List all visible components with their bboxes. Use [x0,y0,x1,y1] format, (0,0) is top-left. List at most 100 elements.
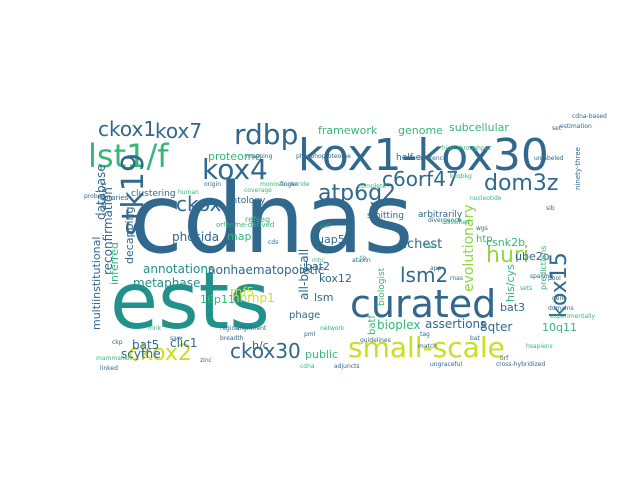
word-114: sib [546,205,555,212]
word-65: refseq [245,215,270,224]
word-111: zinc [200,357,212,364]
word-42: clic1 [170,336,198,350]
word-72: phosphoproteome [296,153,351,160]
word-103: bait [424,243,436,250]
word-26: reconfirmation [101,187,115,275]
word-27: multiinstitutional [90,237,103,330]
word-32: framework [318,124,378,137]
word-11: dom3z [484,171,558,196]
word-20: evolutionary [461,204,477,292]
word-76: cdna-based [572,113,607,120]
word-88: reference [418,155,447,162]
word-17: lsm2 [400,263,448,287]
word-95: probe [84,193,102,200]
word-59: biologist [377,267,387,306]
word-101: estimation [560,123,592,130]
word-71: libraries [100,194,129,202]
word-121: cell [320,223,331,230]
word-47: bat2 [305,260,330,273]
word-102: saw [170,335,182,342]
word-80: match [418,343,437,350]
word-39: rnf5 [230,285,254,299]
word-49: kox12 [319,272,352,285]
word-100: mapping [246,153,273,160]
word-68: predictions [539,246,548,290]
word-64: arbitrarily [418,210,463,220]
word-108: human [178,189,199,196]
word-13: kox7 [155,119,202,143]
word-106: linked [100,365,118,372]
word-18: ckox30 [230,339,301,363]
word-54: inferred [108,242,121,285]
word-109: set [552,125,562,132]
word-48: uap56 [317,233,352,246]
word-58: bat3 [500,301,525,314]
word-96: tag [420,331,430,338]
word-9: atp6g2 [318,181,396,206]
word-45: public [305,348,338,361]
word-120: finger [280,181,298,188]
word-16: huri [486,243,529,268]
word-77: spacing [530,273,553,280]
word-57: h/c [252,339,269,352]
word-7: rdbp [234,118,298,151]
word-14: ckox [176,192,221,216]
word-63: smitting [367,211,404,221]
word-44: scythe [121,347,161,361]
word-5: lst1/f [88,137,169,175]
word-8: kox4 [202,153,268,186]
word-51: assertions [425,317,486,331]
word-86: network [320,325,345,332]
word-123: gene [552,295,567,302]
word-81: divergence [428,217,462,224]
word-66: orfeome-derived [216,221,274,229]
word-10: c6orf47 [382,167,459,191]
word-15: kox15 [547,252,572,318]
word-112: ckp [112,339,123,346]
word-36: ube2o [515,250,550,263]
word-67: batf [367,315,378,335]
word-55: map [227,230,251,243]
word-73: high-throughput [442,145,491,152]
word-62: helf-e [396,153,422,163]
word-0: cdnas [130,163,413,275]
word-127: wgs [476,225,488,232]
word-78: experimentally [550,313,595,320]
word-75: classified [442,219,470,226]
word-92: domains [548,305,574,312]
word-99: mhc [312,257,325,264]
word-124: cdna [300,363,315,370]
word-24: decapping [123,206,136,264]
word-79: hsapiens [526,343,553,350]
word-94: keqbkg [450,173,472,180]
word-118: rnas [450,275,463,282]
word-46: lsm [314,291,334,304]
word-28: phosida [172,230,219,244]
word-34: subcellular [449,121,509,134]
word-93: complete [358,183,386,190]
word-110: cds [268,239,278,246]
word-116: tb [360,255,366,262]
word-122: pool [548,275,561,282]
word-125: alignment [236,325,267,332]
word-82: monosaccharide [260,181,310,188]
word-3: curated [350,282,496,326]
word-53: 10q11 [542,321,577,334]
word-19: ckox2 [128,341,192,366]
word-84: adjuncts [334,363,360,370]
word-25: database [94,164,108,220]
word-91: coverage [244,187,272,194]
word-22: nonhaematopoietic [208,263,324,277]
word-74: unlabeled [534,155,564,162]
word-87: breadth [220,335,244,342]
word-104: ataxin [352,257,371,264]
word-60: ontology [226,196,266,206]
word-6: stk19 [116,153,151,236]
word-37: his/cys [504,264,517,302]
word-89: guidelines [360,337,391,344]
word-90: origin [204,181,221,188]
word-1: ests [110,257,270,347]
word-98: pml [304,331,316,338]
